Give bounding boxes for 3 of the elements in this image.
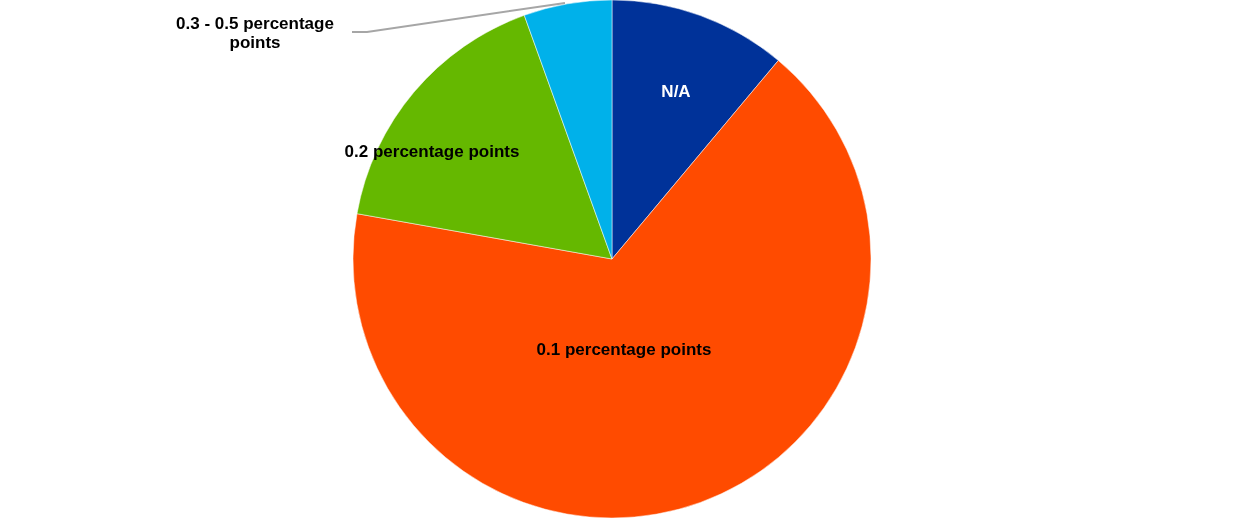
slice-label: N/A xyxy=(661,82,691,101)
slice-label: 0.1 percentage points xyxy=(536,340,712,359)
slice-label: 0.3 - 0.5 percentage points xyxy=(176,14,334,52)
